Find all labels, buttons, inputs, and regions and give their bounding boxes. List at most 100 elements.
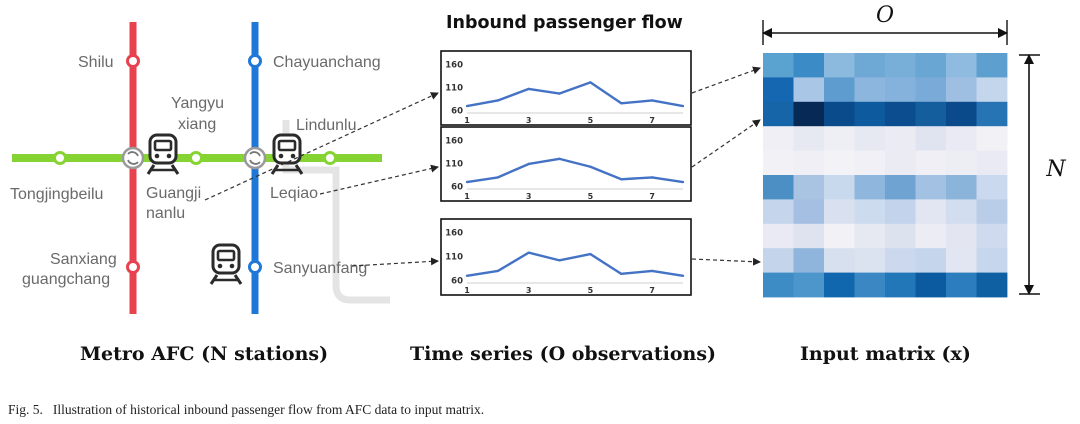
series-line [466,81,684,108]
metro-afc-label: Metro AFC (N stations) [80,343,329,365]
matrix-cell [885,126,916,151]
chart-to-matrix-arrows [691,66,761,266]
arrow-leqiao-to-chart [319,164,439,195]
matrix-cell [915,248,947,273]
figure-caption: Fig. 5. Illustration of historical inboun… [8,402,484,418]
matrix-cell [915,53,947,78]
matrix-cell [824,150,855,176]
station-sanxiang-guangchang [126,260,140,274]
data-point [527,251,530,254]
data-point [465,274,469,277]
x-tick-label: 1 [464,286,470,295]
station-label-yangyu: Yangyu [171,95,224,112]
matrix-cell [976,248,1008,273]
data-point [620,178,623,181]
matrix-cell [854,77,886,103]
train-icon [209,243,243,286]
matrix-cell [824,101,855,127]
matrix-cell [915,77,947,103]
matrix-cell [854,199,886,225]
data-point [620,272,623,276]
data-point [589,252,592,256]
line-chart: 160 110 601 3 5 7 [440,218,692,296]
matrix-cell [885,53,916,78]
matrix-cell [976,272,1008,298]
metro-map: Shilu Chayuanchang Yangyu xiang Lindunlu… [10,22,390,314]
input-matrix-label: Input matrix (x) [800,343,971,365]
matrix-cell [763,53,794,78]
y-tick-label: 60 [451,107,463,117]
station-label-xiang: xiang [178,116,216,133]
chart-frame [440,126,692,202]
matrix-cell [824,223,855,249]
y-tick-label: 60 [451,277,463,287]
matrix-cell [824,199,855,225]
station-lindunlu [323,151,337,165]
data-point [589,81,592,84]
matrix-cell [763,77,794,103]
matrix-cell [946,175,977,200]
station-label-chayuanchang: Chayuanchang [273,54,381,71]
matrix-cell [824,248,855,273]
matrix-cell [824,175,855,200]
matrix-cell [854,175,886,200]
matrix-cell [915,223,947,249]
matrix-cell [854,223,886,249]
chart-frame [440,218,692,296]
station-chayuanchang [248,54,262,68]
matrix-cell [946,126,977,151]
matrix-cell [793,126,825,151]
matrix-cell [793,223,825,249]
matrix-cell [793,77,825,103]
time-series-title: Inbound passenger flow [446,13,683,33]
matrix-cell [946,248,977,273]
matrix-cell [793,150,825,176]
transfer-icon [121,146,145,170]
data-point [558,92,561,95]
matrix-cell [915,101,947,127]
matrix-cell [885,175,916,200]
matrix-cell [793,272,825,298]
y-tick-label: 160 [445,136,463,146]
matrix-cell [885,223,916,249]
station-label-sanxiang: Sanxiang [50,251,117,268]
caption-text: Illustration of historical inbound passe… [52,402,485,417]
x-tick-label: 7 [649,116,655,125]
matrix-cell [946,272,977,298]
data-point [681,180,685,184]
matrix-cell [915,272,947,298]
series-line [466,157,684,184]
data-point [650,176,654,179]
arrow-chart2-to-matrix [691,119,761,168]
station-label-guangchang: guangchang [22,271,110,288]
x-tick-label: 7 [649,286,655,295]
o-dimension-label: O [876,3,894,28]
matrix-cell [976,53,1008,78]
arrow-chart1-to-matrix [691,66,761,94]
matrix-cell [976,77,1008,103]
data-point [558,157,561,161]
matrix-cell [824,272,855,298]
matrix-cell [854,101,886,127]
data-point [496,99,500,102]
data-point [496,176,500,179]
matrix-cell [824,77,855,103]
x-tick-label: 3 [526,116,532,125]
x-tick-label: 5 [588,116,594,125]
data-point [620,102,623,105]
data-point [681,104,685,108]
matrix-cell [885,248,916,273]
transfer-icon [243,146,267,170]
matrix-cell [854,53,886,78]
matrix-cell [793,101,825,127]
matrix-cell [885,101,916,127]
matrix-cell [976,199,1008,225]
station-tongjingbeilu [53,151,67,165]
station-to-chart-arrows [204,92,439,267]
data-point [527,87,530,91]
figure-number: Fig. 5. [8,402,43,417]
matrix-cell [885,77,916,103]
y-tick-label: 110 [445,253,463,263]
matrix-cell [763,175,794,200]
